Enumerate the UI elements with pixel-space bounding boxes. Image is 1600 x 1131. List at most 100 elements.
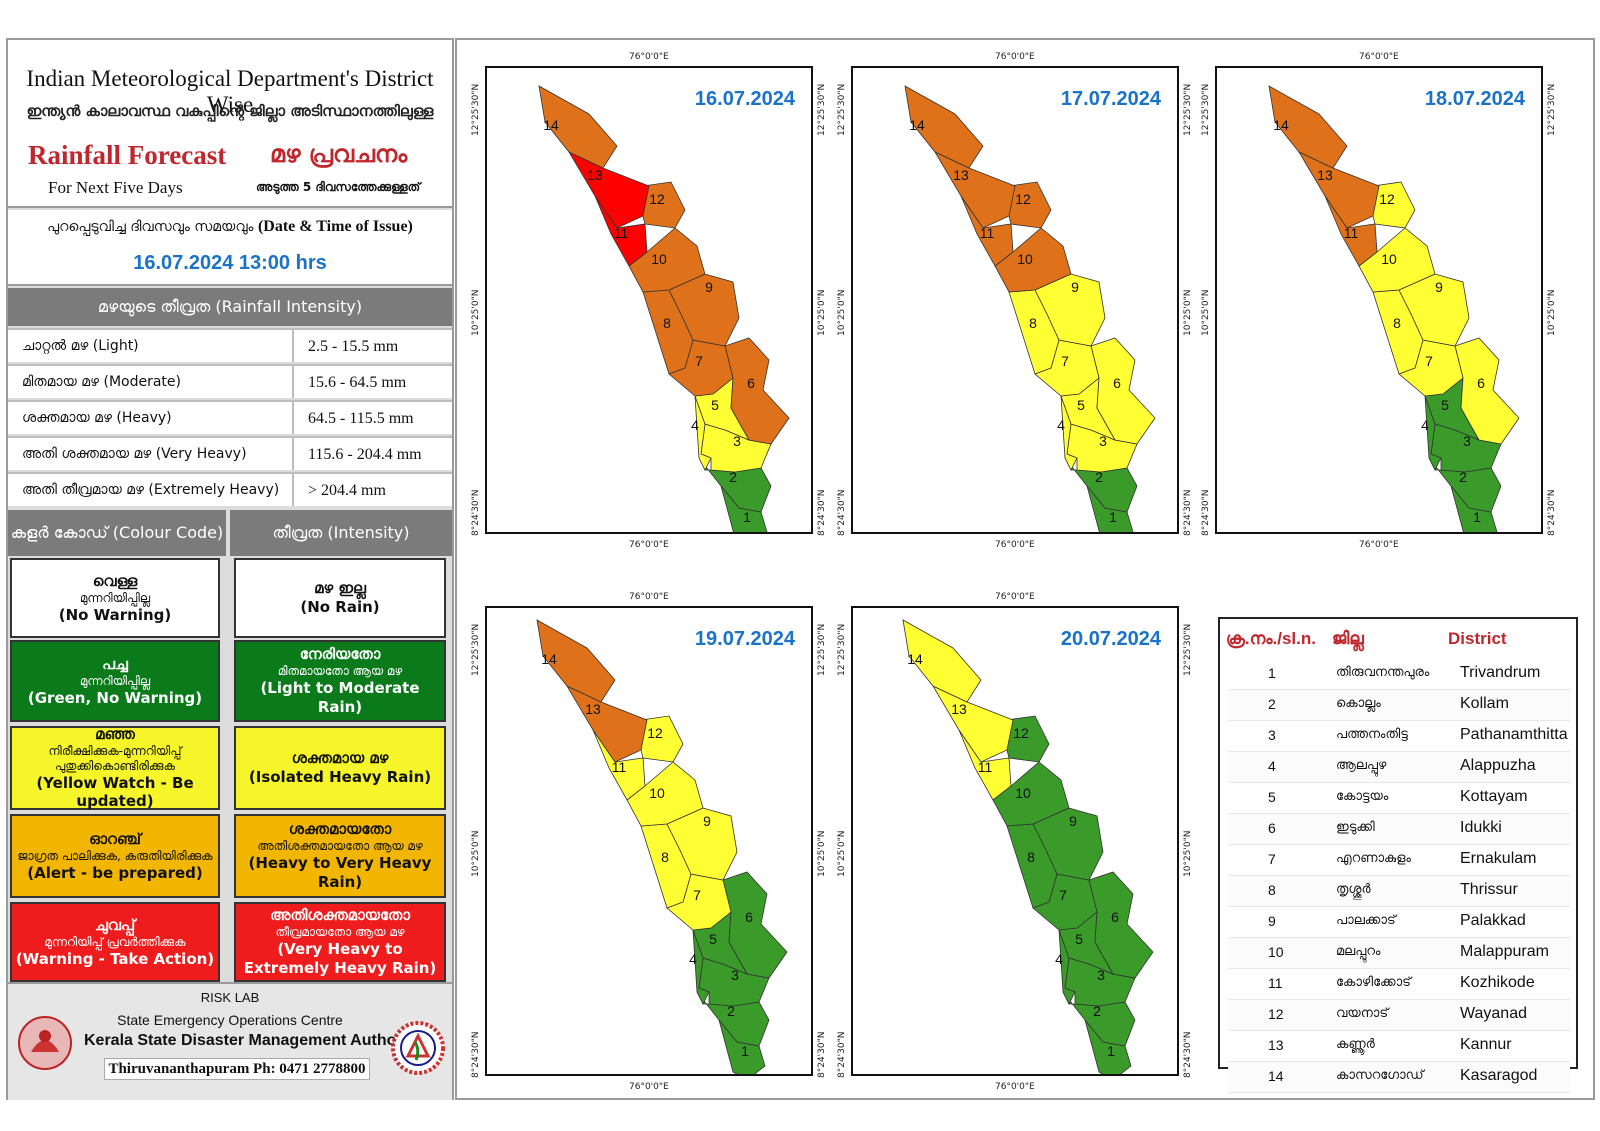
latitude-label: 12°25'30"N — [817, 624, 827, 677]
next-days-english: For Next Five Days — [48, 178, 183, 197]
intensity-name: ചാറ്റൽ മഴ (Light) — [22, 338, 139, 354]
district-number: 8 — [1268, 882, 1276, 898]
district-number-label: 6 — [747, 375, 755, 391]
district-number-label: 1 — [1473, 509, 1481, 525]
district-number-label: 11 — [614, 225, 629, 241]
district-number-label: 14 — [541, 651, 557, 667]
latitude-label: 8°24'30"N — [837, 489, 847, 536]
longitude-label: 76°0'0"E — [629, 592, 669, 602]
district-number-label: 5 — [709, 931, 717, 947]
forecast-title-malayalam: മഴ പ്രവചനം — [270, 140, 408, 168]
district-number-label: 9 — [703, 813, 711, 829]
map-date: 20.07.2024 — [1060, 628, 1161, 650]
legend-panel: Indian Meteorological Department's Distr… — [6, 38, 454, 1100]
district-number-label: 12 — [1013, 725, 1029, 741]
district-14 — [902, 619, 982, 703]
title-english: Indian Meteorological Department's Distr… — [26, 66, 434, 117]
intensity-heading: തീവ്രത (Intensity) — [230, 510, 452, 556]
cell-title: അതിശക്തമായതോ — [270, 906, 410, 925]
longitude-label: 76°0'0"E — [629, 540, 669, 550]
cell-subtitle: മിതമായതോ ആയ മഴ — [277, 664, 403, 679]
map-date: 19.07.2024 — [694, 628, 795, 650]
district-name-ml: കണ്ണൂർ — [1336, 1037, 1375, 1052]
district-number-label: 9 — [1435, 279, 1443, 295]
district-13 — [1297, 151, 1380, 229]
divider — [292, 474, 294, 506]
district-9 — [1398, 273, 1470, 347]
district-number-label: 1 — [1107, 1043, 1115, 1059]
district-name-en: Pathanamthitta — [1460, 726, 1568, 743]
longitude-label: 76°0'0"E — [629, 1082, 669, 1092]
latitude-label: 12°25'30"N — [837, 624, 847, 677]
intensity-cell: ശക്തമായതോ അതിശക്തമായതോ ആയ മഴ (Heavy to Ver… — [234, 814, 446, 898]
district-number: 6 — [1268, 820, 1276, 836]
colour-code-cell: പച്ച മുന്നറിയിപ്പില്ല (Green, No Warning) — [10, 640, 220, 722]
district-number-label: 4 — [689, 951, 697, 967]
district-number-label: 6 — [1477, 375, 1485, 391]
district-6 — [1454, 337, 1520, 445]
district-name-en: Idukki — [1460, 819, 1502, 836]
latitude-label: 8°24'30"N — [837, 1031, 847, 1078]
district-number: 14 — [1268, 1068, 1284, 1084]
intensity-range: 15.6 - 64.5 mm — [308, 374, 407, 391]
district-number-label: 9 — [1071, 279, 1079, 295]
issue-label-ml: പുറപ്പെടുവിച്ച ദിവസവും സമയവും — [47, 219, 254, 235]
intensity-range: 2.5 - 15.5 mm — [308, 338, 399, 355]
district-number-label: 10 — [651, 251, 667, 267]
district-number-label: 1 — [743, 509, 751, 525]
district-row: 14 കാസറഗോഡ് Kasaragod — [1228, 1062, 1570, 1093]
latitude-label: 10°25'0"N — [817, 830, 827, 878]
district-number-label: 9 — [705, 279, 713, 295]
intensity-range: 64.5 - 115.5 mm — [308, 410, 414, 427]
latitude-label: 10°25'0"N — [1547, 289, 1557, 336]
latitude-label: 10°25'0"N — [837, 830, 847, 878]
issue-info: പുറപ്പെടുവിച്ച ദിവസവും സമയവും (Date & Ti… — [8, 210, 452, 286]
district-name-ml: കൊല്ലം — [1336, 696, 1381, 711]
district-number-label: 7 — [1059, 887, 1067, 903]
authority-label: Kerala State Disaster Management Authori… — [84, 1032, 422, 1049]
latitude-label: 8°24'30"N — [1183, 1031, 1193, 1078]
district-name-ml: തൃശ്ശൂർ — [1336, 882, 1371, 897]
cell-english: (Green, No Warning) — [27, 688, 203, 707]
district-number-label: 5 — [1441, 397, 1449, 413]
intensity-cell: ശക്തമായ മഴ (Isolated Heavy Rain) — [234, 726, 446, 810]
latitude-label: 8°24'30"N — [1547, 489, 1557, 536]
district-number-label: 2 — [1093, 1003, 1101, 1019]
cell-english: (Warning - Take Action) — [15, 949, 215, 968]
district-number-label: 12 — [647, 725, 663, 741]
cell-subtitle: അതിശക്തമായതോ ആയ മഴ — [257, 839, 423, 854]
district-10 — [626, 761, 704, 827]
colour-code-cell: ചുവപ്പ് മുന്നറിയിപ്പ് പ്രവർത്തിക്കുക (Warn… — [10, 902, 220, 982]
cell-title: വെള്ള — [92, 571, 138, 590]
district-name-en: Malappuram — [1460, 943, 1549, 960]
district-number: 4 — [1268, 758, 1276, 774]
district-number-label: 10 — [1017, 251, 1033, 267]
district-number-label: 13 — [585, 701, 601, 717]
district-name-en: Wayanad — [1460, 1005, 1527, 1022]
district-number-label: 6 — [1111, 909, 1119, 925]
district-name-ml: വയനാട് — [1336, 1006, 1389, 1021]
district-row: 5 കോട്ടയം Kottayam — [1228, 783, 1570, 814]
latitude-label: 12°25'30"N — [817, 83, 827, 136]
cell-english: (Alert - be prepared) — [27, 863, 203, 882]
colour-code-cell: വെള്ള മുന്നറിയിപ്പില്ല (No Warning) — [10, 558, 220, 638]
district-2 — [1064, 457, 1138, 513]
district-number-label: 12 — [1015, 191, 1031, 207]
district-table-header-no: ക്ര.നം./sl.n. — [1226, 629, 1316, 648]
intensity-name: ശക്തമായ മഴ (Heavy) — [22, 410, 172, 426]
intensity-cell: നേരിയതോ മിതമായതോ ആയ മഴ (Light to Moderate … — [234, 640, 446, 722]
district-2 — [698, 457, 772, 513]
latitude-label: 12°25'30"N — [471, 624, 481, 677]
district-number-label: 5 — [711, 397, 719, 413]
district-name-en: Kasaragod — [1460, 1067, 1538, 1084]
district-13 — [565, 685, 648, 763]
cell-title: മഴ ഇല്ല — [314, 579, 366, 598]
district-table-header-ml: ജില്ല — [1332, 629, 1364, 648]
district-name-en: Alappuzha — [1460, 757, 1536, 774]
latitude-label: 8°24'30"N — [1183, 489, 1193, 536]
longitude-label: 76°0'0"E — [995, 52, 1035, 62]
issue-label: പുറപ്പെടുവിച്ച ദിവസവും സമയവും (Date & Ti… — [8, 218, 452, 236]
intensity-name: മിതമായ മഴ (Moderate) — [22, 374, 181, 390]
district-number-label: 13 — [953, 167, 969, 183]
